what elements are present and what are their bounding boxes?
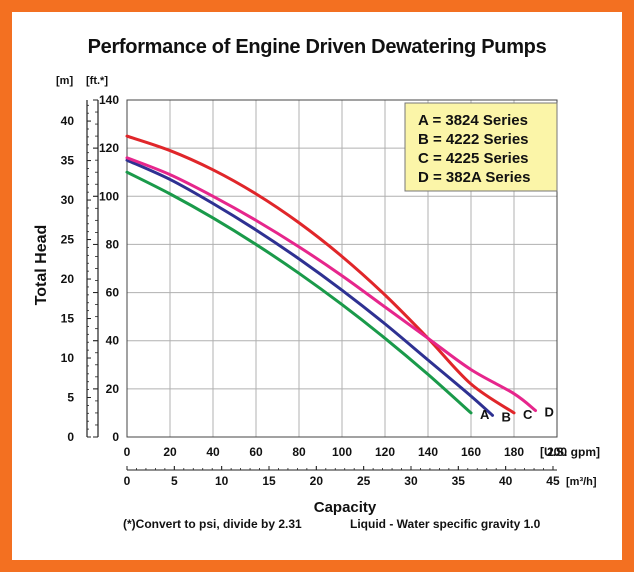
- y-tick-label-ft: 100: [99, 189, 119, 203]
- y-tick-label-m: 25: [61, 233, 75, 247]
- legend-entry: D = 382A Series: [418, 169, 530, 186]
- x-tick-label-gpm: 120: [375, 445, 395, 459]
- x-axis-label: Capacity: [314, 499, 377, 516]
- x-tick-label-m3h: 30: [404, 474, 418, 488]
- footnote: (*)Convert to psi, divide by 2.31: [123, 517, 302, 531]
- series-line-b: [125, 158, 494, 417]
- x-unit-primary: [U.S. gpm]: [540, 445, 600, 459]
- series-end-label: A: [480, 407, 490, 422]
- series-layer: [125, 134, 537, 417]
- x-tick-label-m3h: 35: [452, 474, 466, 488]
- series-line-d: [125, 156, 537, 413]
- legend-box: [404, 102, 558, 192]
- x-tick-label-m3h: 5: [171, 474, 178, 488]
- y-tick-label-ft: 140: [99, 93, 119, 107]
- x-tick-label-m3h: 15: [262, 474, 276, 488]
- y-tick-label-m: 35: [61, 154, 75, 168]
- legend-entry: A = 3824 Series: [418, 112, 528, 129]
- x-tick-label-gpm: 160: [461, 445, 481, 459]
- series-end-label: C: [523, 407, 533, 422]
- y-tick-label-m: 15: [61, 312, 75, 326]
- legend: A = 3824 Series B = 4222 Series C = 4225…: [404, 102, 558, 192]
- y-tick-label-m: 0: [67, 430, 74, 444]
- x-tick-label-m3h: 40: [499, 474, 513, 488]
- y-tick-label-m: 40: [61, 114, 75, 128]
- x-tick-label-gpm: 140: [418, 445, 438, 459]
- y-tick-label-m: 30: [61, 193, 75, 207]
- y-tick-label-ft: 20: [106, 382, 120, 396]
- series-end-label: D: [545, 405, 554, 420]
- x-tick-label-gpm: 0: [124, 445, 131, 459]
- series-line-c: [125, 134, 516, 415]
- y-tick-label-m: 20: [61, 272, 75, 286]
- x-tick-label-m3h: 45: [546, 474, 560, 488]
- y-tick-label-ft: 0: [112, 430, 119, 444]
- series-line-a: [125, 170, 473, 415]
- x-tick-label-gpm: 80: [292, 445, 306, 459]
- y-unit-left: [m]: [56, 75, 73, 87]
- x-tick-label-gpm: 200: [547, 445, 567, 459]
- y-tick-label-ft: 120: [99, 141, 119, 155]
- x-tick-label-m3h: 0: [124, 474, 131, 488]
- x-tick-label-m3h: 20: [310, 474, 324, 488]
- chart-title: Performance of Engine Driven Dewatering …: [88, 36, 547, 58]
- series-end-label: B: [502, 409, 511, 424]
- plot-border: [126, 99, 558, 438]
- x-tick-label-gpm: 180: [504, 445, 524, 459]
- y-tick-label-ft: 80: [106, 237, 120, 251]
- y-tick-label-ft: 60: [106, 286, 120, 300]
- x-tick-label-gpm: 100: [332, 445, 352, 459]
- x-tick-label-gpm: 20: [163, 445, 177, 459]
- y-tick-label-m: 10: [61, 351, 75, 365]
- x-tick-label-m3h: 10: [215, 474, 229, 488]
- x-tick-label-gpm: 60: [249, 445, 263, 459]
- y-tick-label-m: 5: [67, 391, 74, 405]
- x-axes: 0 20 40 60 80 100 120 140 160 180 200 0 5 10 15 20 25 30 3…: [124, 445, 568, 488]
- y-unit-right: [ft.*]: [86, 75, 108, 87]
- x-tick-label-m3h: 25: [357, 474, 371, 488]
- x-unit-secondary: [m³/h]: [566, 476, 597, 488]
- legend-entry: B = 4222 Series: [418, 131, 529, 148]
- y-tick-label-ft: 40: [106, 334, 120, 348]
- legend-entry: C = 4225 Series: [418, 150, 529, 167]
- footnote-liquid: Liquid - Water specific gravity 1.0: [350, 517, 541, 531]
- x-tick-label-gpm: 40: [206, 445, 220, 459]
- y-axes: 0 20 40 60 80 100 120 140 0 5 10 15 20 25 30 35 40: [61, 93, 120, 444]
- y-axis-label: Total Head: [33, 225, 50, 306]
